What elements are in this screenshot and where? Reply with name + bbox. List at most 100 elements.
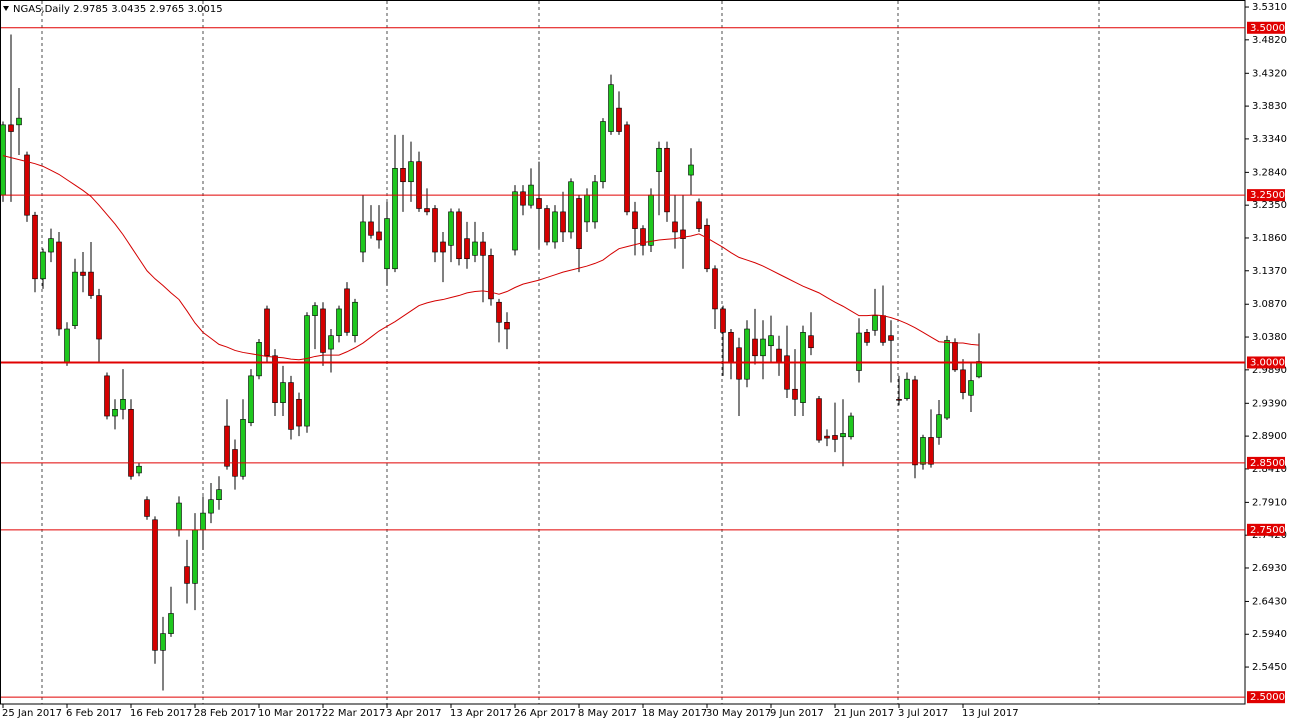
candle-body <box>776 348 782 363</box>
candle-body <box>904 378 910 399</box>
candle-body <box>80 271 86 276</box>
candle-body <box>128 409 134 477</box>
candle-body <box>160 633 166 651</box>
candle-body <box>168 613 174 634</box>
x-tick-label: 9 Jun 2017 <box>770 708 824 719</box>
x-tick-label: 21 Jun 2017 <box>834 708 894 719</box>
candle-body <box>32 214 38 280</box>
candle-body <box>264 308 270 357</box>
candle-body <box>736 347 742 380</box>
candle-body <box>648 194 654 246</box>
level-label-bg <box>1247 189 1285 202</box>
candle-body <box>448 211 454 246</box>
y-tick-label: 3.3340 <box>1252 134 1287 145</box>
y-tick-label: 3.4820 <box>1252 35 1287 46</box>
candle-body <box>456 211 462 260</box>
y-tick-label: 3.1860 <box>1252 233 1287 244</box>
candle-body <box>688 164 694 176</box>
y-tick-label: 2.7910 <box>1252 497 1287 508</box>
candle-body <box>512 191 518 251</box>
candle-body <box>8 124 14 132</box>
candle-body <box>48 238 54 253</box>
level-label: 2.8500 <box>1250 458 1285 469</box>
candle-body <box>440 241 446 253</box>
candle-body <box>64 328 70 363</box>
y-tick-label: 3.1370 <box>1252 266 1287 277</box>
candle-body <box>752 338 758 357</box>
level-label: 3.5000 <box>1250 23 1285 34</box>
y-tick-label: 3.0380 <box>1252 332 1287 343</box>
candle-body <box>952 342 958 371</box>
candle-body <box>584 194 590 223</box>
chart-title: NGAS,Daily 2.9785 3.0435 2.9765 3.0015 <box>13 4 223 15</box>
candle-body <box>488 255 494 300</box>
candle-body <box>864 332 870 343</box>
candle-body <box>296 398 302 427</box>
candle-body <box>656 147 662 172</box>
candle-body <box>56 241 62 330</box>
candle-body <box>888 335 894 341</box>
candle-body <box>696 201 702 229</box>
level-label-bg <box>1247 523 1285 536</box>
candle-body <box>872 315 878 331</box>
candle-body <box>136 465 142 474</box>
level-label: 3.2500 <box>1250 190 1285 201</box>
candle-body <box>112 409 118 417</box>
candle-body <box>328 335 334 350</box>
level-label: 3.0000 <box>1250 357 1285 368</box>
x-tick-label: 28 Feb 2017 <box>194 708 256 719</box>
candle-body <box>16 117 22 126</box>
x-tick-label: 13 Apr 2017 <box>450 708 512 719</box>
candle-body <box>240 419 246 477</box>
candle-body <box>968 380 974 396</box>
candle-body <box>208 499 214 514</box>
candle-body <box>576 198 582 249</box>
candle-body <box>256 342 262 377</box>
level-label: 2.5000 <box>1250 692 1285 703</box>
menu-triangle <box>3 6 9 11</box>
y-tick-label: 3.0870 <box>1252 299 1287 310</box>
candle-body <box>840 433 846 438</box>
candle-body <box>928 437 934 465</box>
candle-body <box>944 340 950 419</box>
candle-body <box>384 218 390 270</box>
candle-body <box>472 241 478 256</box>
y-tick-label: 2.6930 <box>1252 563 1287 574</box>
candle-body <box>720 308 726 333</box>
candle-body <box>400 168 406 183</box>
candle-body <box>624 124 630 213</box>
y-tick-label: 3.3830 <box>1252 101 1287 112</box>
level-label: 2.7500 <box>1250 525 1285 536</box>
y-tick-label: 2.5940 <box>1252 629 1287 640</box>
candle-body <box>432 208 438 253</box>
level-label-bg <box>1247 21 1285 34</box>
x-tick-label: 10 Mar 2017 <box>258 708 321 719</box>
candle-body <box>352 301 358 337</box>
candle-body <box>960 369 966 393</box>
candle-body <box>360 221 366 253</box>
candle-body <box>608 84 614 132</box>
candle-body <box>880 315 886 343</box>
candle-body <box>376 231 382 241</box>
candle-body <box>768 335 774 347</box>
candle-body <box>280 382 286 403</box>
candle-body <box>344 288 350 333</box>
x-tick-label: 30 May 2017 <box>706 708 771 719</box>
y-tick-label: 2.8900 <box>1252 431 1287 442</box>
candle-body <box>504 322 510 330</box>
candle-body <box>144 499 150 517</box>
candle-body <box>632 211 638 229</box>
candle-body <box>88 271 94 296</box>
x-tick-label: 13 Jul 2017 <box>962 708 1019 719</box>
y-tick-label: 2.8410 <box>1252 464 1287 475</box>
candle-body <box>552 211 558 243</box>
candle-body <box>664 147 670 213</box>
x-tick-label: 3 Apr 2017 <box>386 708 441 719</box>
candle-body <box>248 375 254 424</box>
candle-body <box>320 308 326 353</box>
candle-body <box>424 208 430 213</box>
level-label-bg <box>1247 456 1285 469</box>
candle-body <box>40 251 46 280</box>
candle-body <box>816 398 822 441</box>
